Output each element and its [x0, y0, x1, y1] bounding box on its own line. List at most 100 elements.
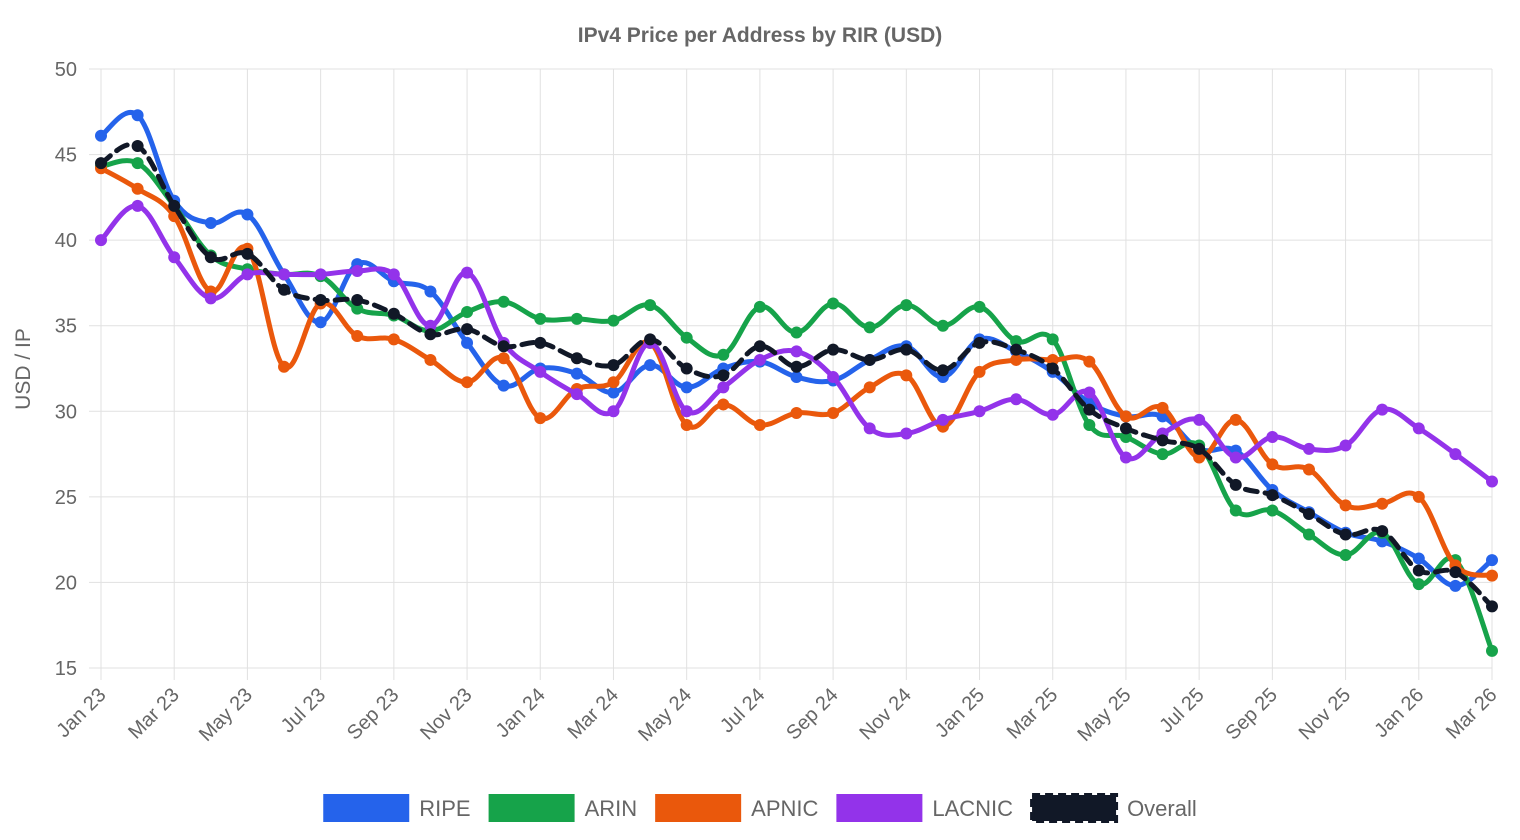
data-point-overall — [314, 294, 327, 307]
data-point-ripe — [680, 381, 693, 394]
x-tick-label: May 24 — [634, 684, 696, 746]
data-point-ripe — [644, 359, 657, 372]
data-point-arin — [1486, 644, 1498, 657]
data-point-overall — [1229, 478, 1242, 491]
data-point-overall — [1010, 343, 1023, 356]
data-point-arin — [790, 326, 803, 339]
data-point-arin — [936, 319, 949, 332]
data-point-apnic — [790, 406, 803, 419]
data-point-overall — [1156, 434, 1169, 447]
data-point-arin — [1119, 430, 1132, 443]
data-point-lacnic — [1229, 451, 1242, 464]
x-tick-label: Mar 24 — [563, 684, 623, 744]
data-point-ripe — [1412, 552, 1425, 565]
data-point-overall — [900, 343, 913, 356]
data-point-lacnic — [753, 353, 766, 366]
legend-item-apnic[interactable]: APNIC — [655, 794, 819, 822]
data-point-apnic — [461, 376, 474, 389]
data-point-lacnic — [680, 405, 693, 418]
x-tick-label: Jul 24 — [716, 684, 769, 737]
data-point-arin — [1156, 448, 1169, 461]
data-point-lacnic — [1193, 413, 1206, 426]
data-point-lacnic — [790, 345, 803, 358]
data-point-arin — [1412, 578, 1425, 591]
data-point-apnic — [1229, 413, 1242, 426]
x-tick-label: May 25 — [1074, 684, 1136, 746]
chart-title: IPv4 Price per Address by RIR (USD) — [578, 24, 943, 47]
x-axis-ticks: Jan 23 Mar 23 May 23 Jul 23 Sep 23 Nov 23 Jan … — [53, 684, 1502, 746]
y-axis-ticks: 15 20 25 30 35 40 45 50 — [55, 59, 77, 680]
data-point-apnic — [1339, 499, 1352, 512]
data-point-lacnic — [863, 422, 876, 435]
series-line-lacnic — [98, 203, 1495, 484]
data-point-apnic — [717, 398, 730, 411]
data-point-overall — [790, 360, 803, 373]
legend-swatch-apnic — [655, 794, 742, 822]
x-tick-label: Mar 26 — [1442, 684, 1502, 744]
data-point-overall — [1486, 600, 1498, 613]
data-point-lacnic — [1412, 422, 1425, 435]
legend-item-overall[interactable]: Overall — [1030, 793, 1197, 823]
data-point-ripe — [241, 208, 254, 221]
legend-swatch-lacnic — [836, 794, 923, 822]
legend-item-arin[interactable]: ARIN — [488, 794, 638, 822]
data-point-arin — [461, 306, 474, 319]
x-tick-label: Nov 24 — [855, 684, 915, 744]
series-arin — [95, 157, 1498, 657]
data-point-lacnic — [168, 251, 181, 264]
y-tick-label: 50 — [55, 59, 77, 81]
data-point-ripe — [497, 379, 510, 392]
data-point-overall — [168, 199, 181, 212]
data-point-apnic — [1046, 353, 1059, 366]
y-axis-label: USD / IP — [12, 328, 35, 410]
x-tick-label: Mar 25 — [1003, 684, 1063, 744]
data-point-overall — [204, 251, 217, 264]
data-point-lacnic — [95, 234, 107, 247]
data-point-lacnic — [827, 371, 840, 384]
data-point-apnic — [863, 381, 876, 394]
series-line-apnic — [98, 165, 1495, 579]
data-point-arin — [827, 297, 840, 310]
data-point-arin — [863, 321, 876, 334]
data-point-lacnic — [131, 199, 144, 212]
legend-item-ripe[interactable]: RIPE — [323, 794, 471, 822]
series-lines — [95, 109, 1498, 657]
data-point-ripe — [314, 316, 327, 329]
data-point-lacnic — [424, 319, 437, 332]
data-point-lacnic — [1302, 442, 1315, 455]
legend-item-lacnic[interactable]: LACNIC — [836, 794, 1013, 822]
data-point-overall — [1266, 489, 1279, 502]
data-point-arin — [1083, 418, 1096, 431]
data-point-arin — [680, 331, 693, 344]
data-point-overall — [497, 340, 510, 353]
data-point-overall — [461, 323, 474, 336]
data-point-lacnic — [351, 264, 364, 277]
data-point-lacnic — [1119, 451, 1132, 464]
data-point-arin — [973, 300, 986, 313]
data-point-overall — [1083, 403, 1096, 416]
data-point-overall — [973, 336, 986, 349]
y-tick-label: 40 — [55, 230, 77, 252]
y-tick-label: 25 — [55, 487, 77, 509]
data-point-ripe — [570, 367, 583, 380]
data-point-ripe — [1376, 535, 1389, 548]
data-point-overall — [1449, 566, 1462, 579]
data-point-apnic — [753, 418, 766, 431]
data-point-lacnic — [973, 405, 986, 418]
data-point-arin — [131, 157, 144, 170]
data-point-apnic — [387, 333, 400, 346]
data-point-lacnic — [607, 405, 620, 418]
data-point-apnic — [534, 412, 547, 425]
data-point-overall — [278, 283, 291, 296]
data-point-lacnic — [314, 268, 327, 281]
x-tick-label: Jul 25 — [1155, 684, 1208, 737]
data-point-lacnic — [1083, 386, 1096, 399]
data-point-arin — [717, 348, 730, 361]
x-tick-label: Nov 23 — [416, 684, 476, 744]
data-point-ripe — [461, 336, 474, 349]
data-point-arin — [1339, 549, 1352, 562]
data-point-arin — [1046, 333, 1059, 346]
data-point-apnic — [900, 369, 913, 382]
data-point-overall — [387, 307, 400, 320]
